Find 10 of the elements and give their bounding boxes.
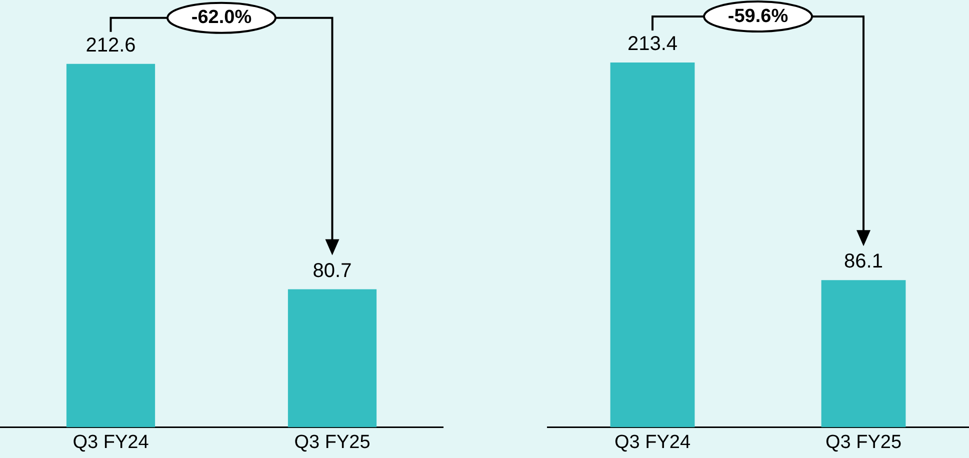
data-label: 213.4 [627,33,678,56]
x-tick-label: Q3 FY24 [72,432,150,453]
data-label: 86.1 [844,250,883,273]
text: -59.6% [726,4,790,29]
data-label: 212.6 [86,34,136,56]
x-tick-label: Q3 FY24 [614,432,691,453]
x-tick-label: Q3 FY25 [825,432,902,453]
data-label: 80.7 [312,260,352,282]
text: -62.0% [190,6,253,30]
x-tick-label: Q3 FY25 [294,432,370,453]
